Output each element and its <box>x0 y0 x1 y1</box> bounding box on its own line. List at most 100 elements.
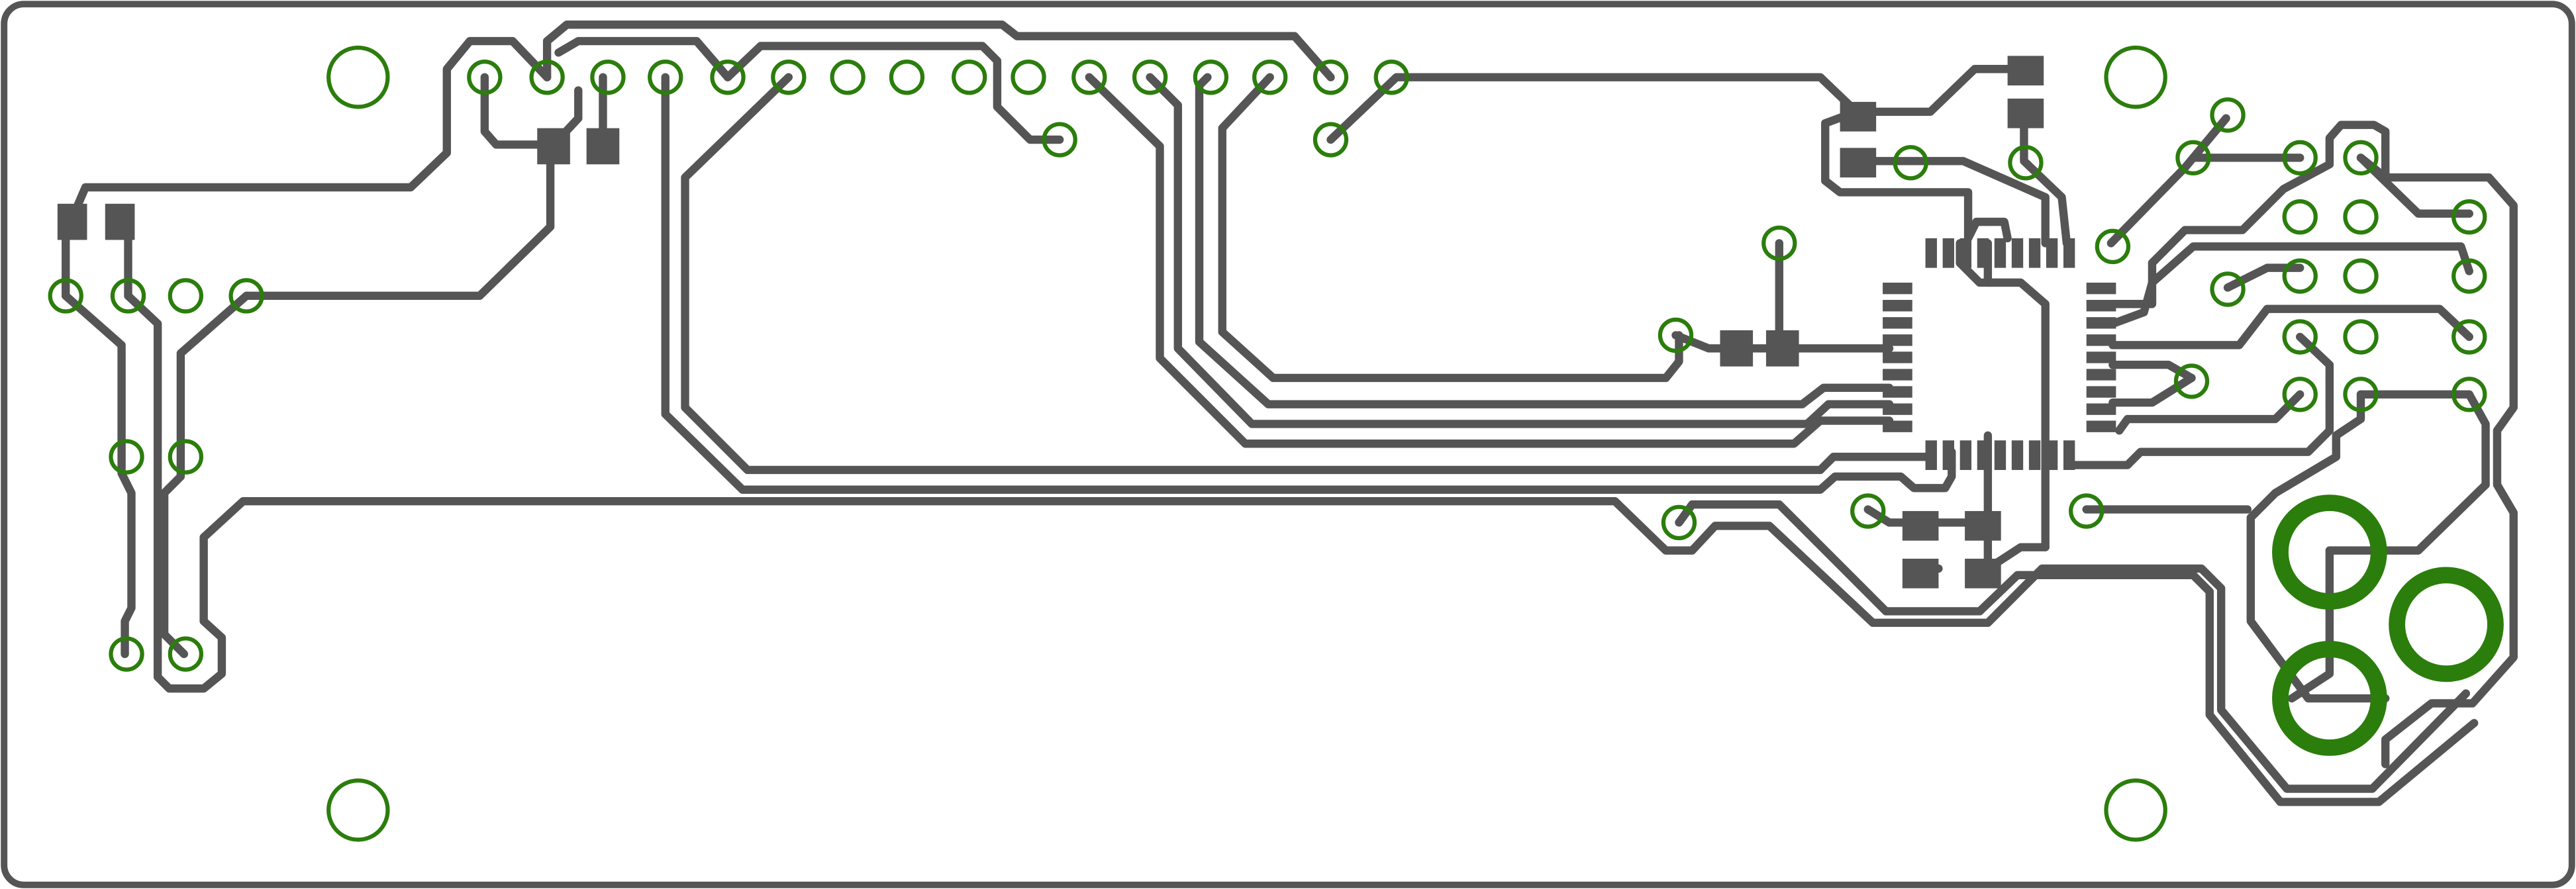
ic-pin <box>2011 238 2024 268</box>
smd-pad <box>586 128 620 165</box>
mounting-hole <box>326 778 390 842</box>
ic-pin <box>1883 351 1912 363</box>
smd-pad <box>57 203 87 240</box>
drill-hole <box>1313 122 1349 158</box>
smd-pad <box>1965 559 2001 588</box>
drill-hole <box>1132 59 1168 95</box>
drill-hole <box>2452 258 2487 294</box>
trace <box>1675 500 2479 806</box>
ic-pin <box>2046 440 2058 470</box>
smd-pad <box>1720 330 1754 367</box>
ic-pin <box>1883 317 1912 329</box>
ic-pin <box>1883 300 1912 312</box>
ic-pin <box>1977 440 1989 470</box>
ic-pin <box>1959 238 1972 268</box>
mounting-hole <box>326 45 390 109</box>
drill-hole <box>2282 319 2318 355</box>
trace <box>62 291 136 659</box>
mounting-hole <box>2104 45 2167 109</box>
drill-hole <box>1658 317 1694 353</box>
drill-hole <box>2175 140 2211 176</box>
ic-pin <box>1994 238 2006 268</box>
trace <box>2287 546 2334 703</box>
drill-hole <box>168 439 204 475</box>
trace <box>1821 107 2012 243</box>
trace <box>242 140 555 301</box>
drill-hole <box>2343 258 2379 294</box>
ic-pin <box>1883 334 1912 346</box>
smd-pad <box>1902 559 1939 588</box>
trace <box>2069 332 2334 469</box>
ic-pin <box>2028 440 2041 470</box>
trace <box>542 21 1335 81</box>
drill-hole <box>2343 199 2379 235</box>
smd-pad <box>1840 148 1877 178</box>
trace <box>1671 331 1894 353</box>
drill-hole <box>1071 59 1107 95</box>
drill-hole <box>952 59 987 95</box>
drill-hole <box>529 59 565 95</box>
drill-hole <box>1893 145 1928 181</box>
drill-hole <box>2008 145 2044 181</box>
ic-pin <box>2086 420 2116 432</box>
smd-pad <box>537 128 570 165</box>
trace <box>2106 114 2230 248</box>
trace <box>1146 73 1894 428</box>
drill-hole <box>1373 59 1409 95</box>
smd-pads-layer <box>57 56 2116 588</box>
ic-pin <box>2063 238 2075 268</box>
trace <box>554 36 732 81</box>
ic-pin <box>2063 440 2075 470</box>
trace <box>661 73 1956 494</box>
drill-hole <box>1011 59 1046 95</box>
drill-hole <box>2343 319 2379 355</box>
drill-hole <box>2452 199 2487 235</box>
drill-hole <box>168 278 204 314</box>
drill-hole <box>771 59 807 95</box>
drill-hole <box>1661 504 1697 541</box>
ic-pin <box>2086 317 2116 329</box>
mounting-hole <box>2104 778 2167 842</box>
ic-pin <box>2011 440 2024 470</box>
ic-pin <box>2086 386 2116 398</box>
ic-pin <box>2086 334 2116 346</box>
large-connector-hole <box>2272 494 2387 610</box>
drill-hole <box>109 636 144 672</box>
large-connector-hole <box>2389 567 2504 682</box>
ic-pin <box>1883 369 1912 381</box>
drill-hole <box>2210 97 2246 133</box>
ic-pin <box>1994 440 2006 470</box>
drill-hole <box>2282 377 2318 412</box>
trace <box>1218 73 1683 383</box>
drill-hole <box>1042 122 1077 158</box>
trace <box>681 73 1936 475</box>
drill-hole <box>1761 225 1797 261</box>
drill-hole <box>2069 493 2105 529</box>
ic-pin <box>1925 238 1937 268</box>
smd-pad <box>2007 98 2044 128</box>
drill-hole <box>2173 363 2210 399</box>
drill-hole <box>168 636 204 672</box>
drill-hole <box>467 59 503 95</box>
drill-hole <box>2452 319 2487 355</box>
ic-pin <box>2086 351 2116 363</box>
drill-hole <box>228 278 264 314</box>
drill-hole <box>2452 377 2487 412</box>
drill-hole <box>1313 59 1349 95</box>
smd-pad <box>1840 101 1877 132</box>
drill-hole <box>109 439 144 475</box>
ic-pin <box>1883 420 1912 432</box>
drill-hole <box>48 278 83 314</box>
large-connector-hole <box>2272 641 2387 756</box>
trace <box>723 42 1064 144</box>
trace <box>2108 242 2473 328</box>
trace <box>2108 360 2196 383</box>
ic-pin <box>2046 238 2058 268</box>
ic-pin <box>1942 440 1954 470</box>
drill-hole <box>2282 258 2318 294</box>
trace <box>2108 120 2390 308</box>
trace <box>124 291 2470 793</box>
drill-hole <box>2343 377 2379 412</box>
trace <box>2325 481 2490 555</box>
